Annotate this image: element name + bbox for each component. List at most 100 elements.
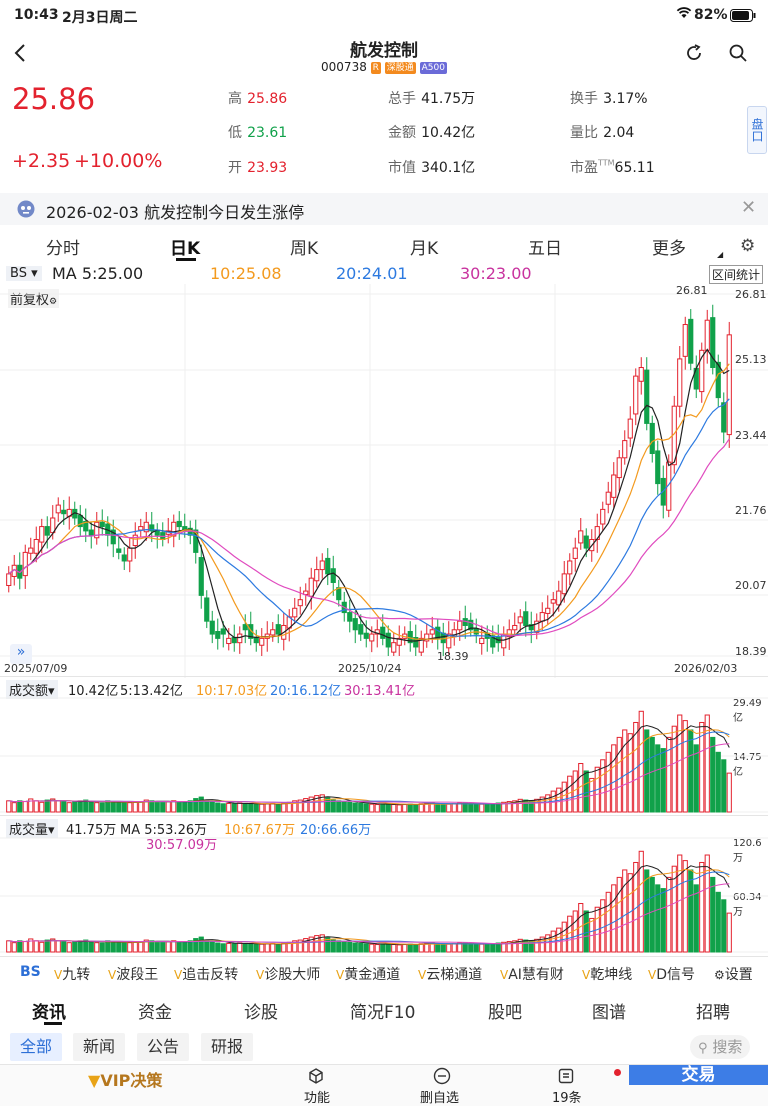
candle-body — [479, 637, 485, 645]
amount-chart[interactable] — [0, 696, 768, 814]
volume-bar — [336, 800, 342, 813]
candle-body — [28, 547, 34, 554]
candle-body — [193, 529, 199, 553]
tab-fenshi[interactable]: 分时 — [46, 239, 80, 259]
volume-bar — [341, 801, 347, 813]
tab-zixun[interactable]: 资讯 — [32, 1003, 66, 1023]
tab-more[interactable]: 更多 — [652, 239, 686, 259]
indicator-item[interactable]: VD信号 — [648, 967, 695, 983]
volume-bar — [176, 942, 182, 953]
indicator-item[interactable]: V九转 — [54, 967, 91, 983]
indicator-item[interactable]: V追击反转 — [174, 967, 239, 983]
volume-bar — [539, 796, 545, 813]
volume-bar — [660, 748, 666, 813]
range-stats-button[interactable]: 区间统计 — [709, 265, 764, 284]
amount-ma30: 30:13.41亿 — [344, 684, 416, 699]
volume-bar — [688, 729, 694, 813]
volume-bar — [506, 941, 512, 953]
indicator-item[interactable]: V波段王 — [108, 967, 159, 983]
badge-sgt: 深股通 — [384, 61, 416, 74]
close-icon[interactable]: ✕ — [741, 197, 757, 218]
volume-bar — [143, 939, 149, 953]
candle-body — [627, 418, 633, 439]
volume-bar — [484, 804, 490, 813]
volume-bar — [358, 942, 364, 953]
message-count[interactable]: 19条 — [552, 1091, 582, 1106]
price-tick: 25.13 — [735, 353, 767, 366]
refresh-icon[interactable] — [684, 43, 704, 67]
volume-bar — [363, 803, 369, 813]
volume-bar — [638, 710, 644, 813]
indicator-item[interactable]: V乾坤线 — [582, 967, 633, 983]
volume-chart[interactable] — [0, 836, 768, 954]
back-icon[interactable] — [12, 42, 28, 68]
date-start: 2025/07/09 — [4, 662, 68, 675]
ma-line — [8, 398, 730, 638]
subtab-research[interactable]: 研报 — [201, 1033, 254, 1061]
volume-bar — [77, 940, 83, 953]
volume-bar — [446, 943, 452, 953]
quote-amount: 金额 10.42亿 — [388, 125, 476, 141]
volume-bar — [352, 942, 358, 953]
price-change: +2.35 — [12, 150, 71, 172]
tab-tupu[interactable]: 图谱 — [592, 1003, 626, 1023]
volume-bar — [523, 799, 529, 813]
quote-low: 低 23.61 — [228, 125, 288, 141]
pankou-button[interactable]: 盘口 — [747, 106, 767, 154]
tab-zhengu[interactable]: 诊股 — [244, 1003, 278, 1023]
tab-guba[interactable]: 股吧 — [488, 1003, 522, 1023]
search-icon[interactable] — [728, 43, 748, 67]
volume-dropdown[interactable]: 成交量▾ — [6, 819, 58, 838]
tab-yuek[interactable]: 月K — [410, 239, 439, 259]
indicator-bs[interactable]: BS — [20, 964, 41, 980]
candle-body — [198, 557, 204, 596]
func-button[interactable]: 功能 — [304, 1091, 331, 1106]
candle-body — [94, 521, 100, 539]
volume-bar — [655, 884, 661, 953]
expand-icon[interactable]: » — [10, 644, 32, 664]
candle-body — [270, 629, 276, 636]
volume-bar — [50, 938, 56, 953]
tab-zhaopin[interactable]: 招聘 — [696, 1003, 730, 1023]
subtab-all[interactable]: 全部 — [10, 1033, 63, 1061]
indicator-item[interactable]: V黄金通道 — [336, 967, 401, 983]
tab-wuri[interactable]: 五日 — [528, 239, 562, 259]
candlestick-chart[interactable] — [0, 284, 768, 678]
volume-bar — [380, 943, 386, 953]
indicator-settings[interactable]: ⚙设置 — [714, 967, 753, 983]
volume-bar — [83, 799, 89, 813]
volume-bar — [352, 802, 358, 813]
tab-zijin[interactable]: 资金 — [138, 1003, 172, 1023]
tab-zhouk[interactable]: 周K — [290, 239, 319, 259]
volume-bar — [231, 943, 237, 953]
indicator-item[interactable]: V诊股大师 — [256, 967, 321, 983]
volume-bar — [715, 891, 721, 953]
candle-body — [534, 620, 540, 633]
trade-button[interactable]: 交易 — [629, 1065, 768, 1085]
bs-dropdown[interactable]: BS ▾ — [6, 266, 42, 281]
volume-bar — [671, 725, 677, 813]
indicator-item[interactable]: VAI慧有财 — [500, 967, 564, 983]
volume-bar — [710, 876, 716, 953]
delete-favorite-button[interactable]: 删自选 — [420, 1091, 460, 1106]
amount-dropdown[interactable]: 成交额▾ — [6, 680, 58, 699]
price-tick: 23.44 — [735, 429, 767, 442]
limit-up-notice[interactable]: 2026-02-03 航发控制今日发生涨停 ✕ — [0, 193, 768, 225]
candle-body — [237, 633, 243, 644]
volume-bar — [138, 801, 144, 813]
tab-f10[interactable]: 简况F10 — [350, 1003, 416, 1023]
candle-body — [611, 474, 617, 498]
badge-a500: A500 — [419, 61, 447, 74]
indicator-item[interactable]: V云梯通道 — [418, 967, 483, 983]
vip-button[interactable]: ▼VIP决策 — [88, 1071, 163, 1090]
news-search[interactable]: ⚲ 搜索 — [690, 1035, 751, 1059]
ma-line — [8, 883, 730, 945]
gear-icon[interactable]: ⚙ — [740, 236, 756, 256]
volume-bar — [154, 801, 160, 813]
volume-bar — [649, 876, 655, 953]
volume-bar — [616, 876, 622, 953]
volume-bar — [39, 941, 45, 953]
tab-rik[interactable]: 日K — [170, 239, 201, 259]
subtab-news[interactable]: 新闻 — [73, 1033, 126, 1061]
subtab-notice[interactable]: 公告 — [137, 1033, 190, 1061]
